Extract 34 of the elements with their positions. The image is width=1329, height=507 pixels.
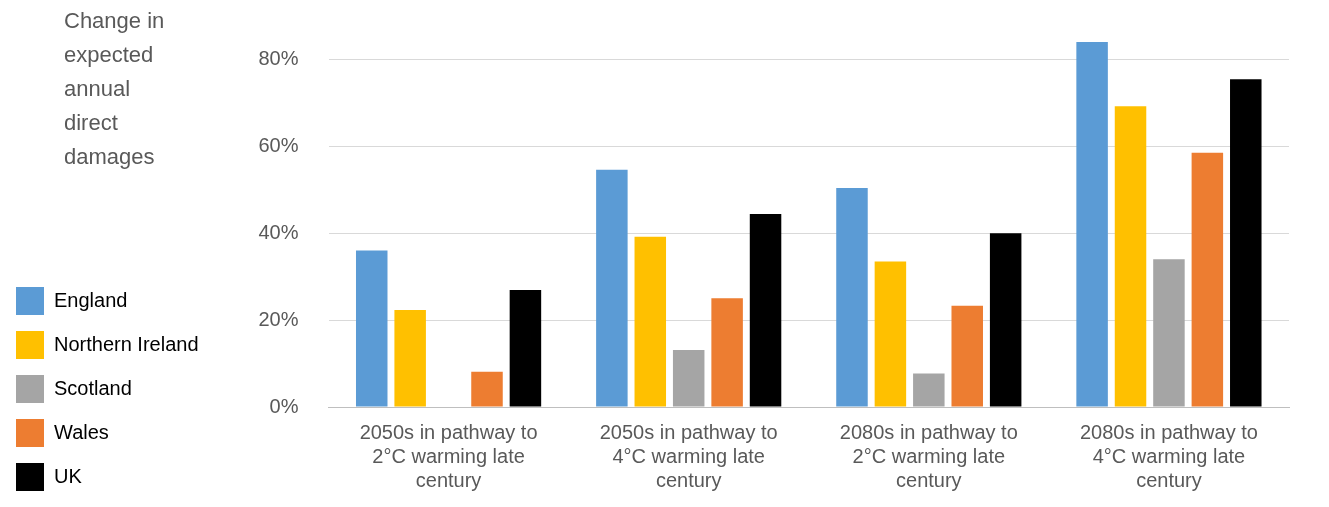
bar xyxy=(634,236,667,407)
legend-label: Scotland xyxy=(54,376,132,399)
bar xyxy=(913,373,945,407)
y-axis-title: Change in expected annual direct damages xyxy=(64,7,166,171)
bar xyxy=(951,305,983,407)
bar xyxy=(355,250,388,407)
bar xyxy=(836,188,868,407)
x-tick-label: 2050s in pathway to 2°C warming late century xyxy=(359,420,538,491)
x-tick-label: 2050s in pathway to 4°C warming late century xyxy=(599,420,778,491)
bar xyxy=(509,290,542,407)
y-tick-label: 40% xyxy=(258,220,299,243)
bar xyxy=(1114,106,1147,407)
y-tick-label: 80% xyxy=(258,46,299,69)
bar xyxy=(711,298,743,407)
y-tick-label: 20% xyxy=(258,307,299,330)
legend-label: Northern Ireland xyxy=(54,332,199,355)
bar xyxy=(394,310,426,407)
bar xyxy=(1191,152,1224,407)
bar xyxy=(1076,42,1108,407)
bar xyxy=(989,233,1022,407)
legend-label: UK xyxy=(54,464,83,487)
bar xyxy=(1230,79,1262,407)
bar xyxy=(1153,259,1185,407)
x-tick-label: 2080s in pathway to 4°C warming late century xyxy=(1079,420,1258,491)
y-tick-label: 60% xyxy=(258,133,299,156)
y-tick-label: 0% xyxy=(269,394,299,417)
legend-label: Wales xyxy=(54,420,109,443)
bar xyxy=(596,169,628,407)
x-tick-label: 2080s in pathway to 2°C warming late century xyxy=(839,420,1018,491)
bar xyxy=(749,214,782,407)
bar xyxy=(874,261,907,407)
legend-label: England xyxy=(54,288,128,311)
bar xyxy=(471,371,503,407)
bar xyxy=(672,350,705,407)
